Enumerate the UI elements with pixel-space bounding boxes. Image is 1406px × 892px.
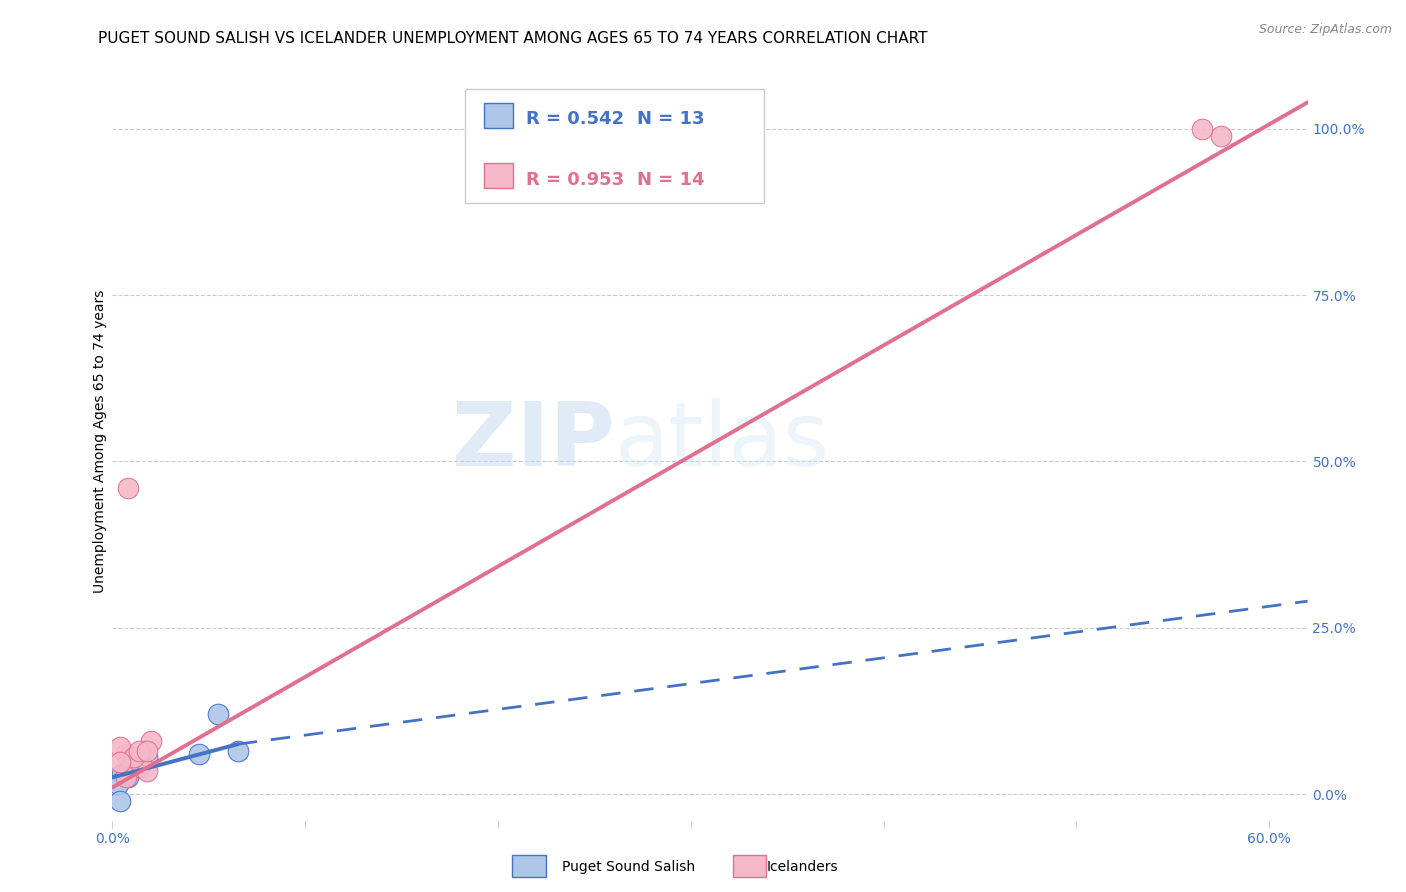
Point bbox=[124, 754, 146, 768]
Text: Puget Sound Salish: Puget Sound Salish bbox=[562, 860, 696, 874]
FancyBboxPatch shape bbox=[484, 103, 513, 128]
Point bbox=[122, 750, 145, 764]
Point bbox=[128, 744, 150, 758]
Point bbox=[121, 760, 143, 774]
Text: Icelanders: Icelanders bbox=[766, 860, 838, 874]
Point bbox=[136, 764, 159, 778]
Point bbox=[117, 481, 139, 495]
Point bbox=[207, 707, 229, 722]
Text: N = 14: N = 14 bbox=[637, 171, 704, 189]
Point bbox=[136, 750, 159, 764]
Point bbox=[139, 734, 162, 748]
Point bbox=[226, 744, 249, 758]
Text: Source: ZipAtlas.com: Source: ZipAtlas.com bbox=[1258, 23, 1392, 37]
Point bbox=[115, 771, 138, 785]
FancyBboxPatch shape bbox=[465, 89, 763, 202]
Point bbox=[127, 754, 149, 768]
Point bbox=[107, 777, 129, 791]
Point bbox=[188, 747, 211, 761]
Point bbox=[115, 747, 138, 761]
Point bbox=[117, 771, 139, 785]
Point bbox=[128, 760, 150, 774]
Text: ZIP: ZIP bbox=[451, 398, 614, 485]
Text: R = 0.953: R = 0.953 bbox=[526, 171, 624, 189]
Point bbox=[108, 740, 131, 755]
Text: atlas: atlas bbox=[614, 398, 830, 485]
FancyBboxPatch shape bbox=[484, 163, 513, 188]
Point bbox=[136, 744, 159, 758]
Point bbox=[115, 767, 138, 781]
Text: N = 13: N = 13 bbox=[637, 111, 704, 128]
Point bbox=[131, 757, 153, 772]
Point bbox=[1191, 122, 1213, 136]
Point bbox=[121, 754, 143, 768]
Point bbox=[108, 794, 131, 808]
Y-axis label: Unemployment Among Ages 65 to 74 years: Unemployment Among Ages 65 to 74 years bbox=[93, 290, 107, 593]
Point bbox=[111, 767, 134, 781]
Text: R = 0.542: R = 0.542 bbox=[526, 111, 624, 128]
Text: PUGET SOUND SALISH VS ICELANDER UNEMPLOYMENT AMONG AGES 65 TO 74 YEARS CORRELATI: PUGET SOUND SALISH VS ICELANDER UNEMPLOY… bbox=[98, 31, 928, 46]
Point bbox=[1209, 128, 1232, 143]
Point bbox=[108, 755, 131, 769]
